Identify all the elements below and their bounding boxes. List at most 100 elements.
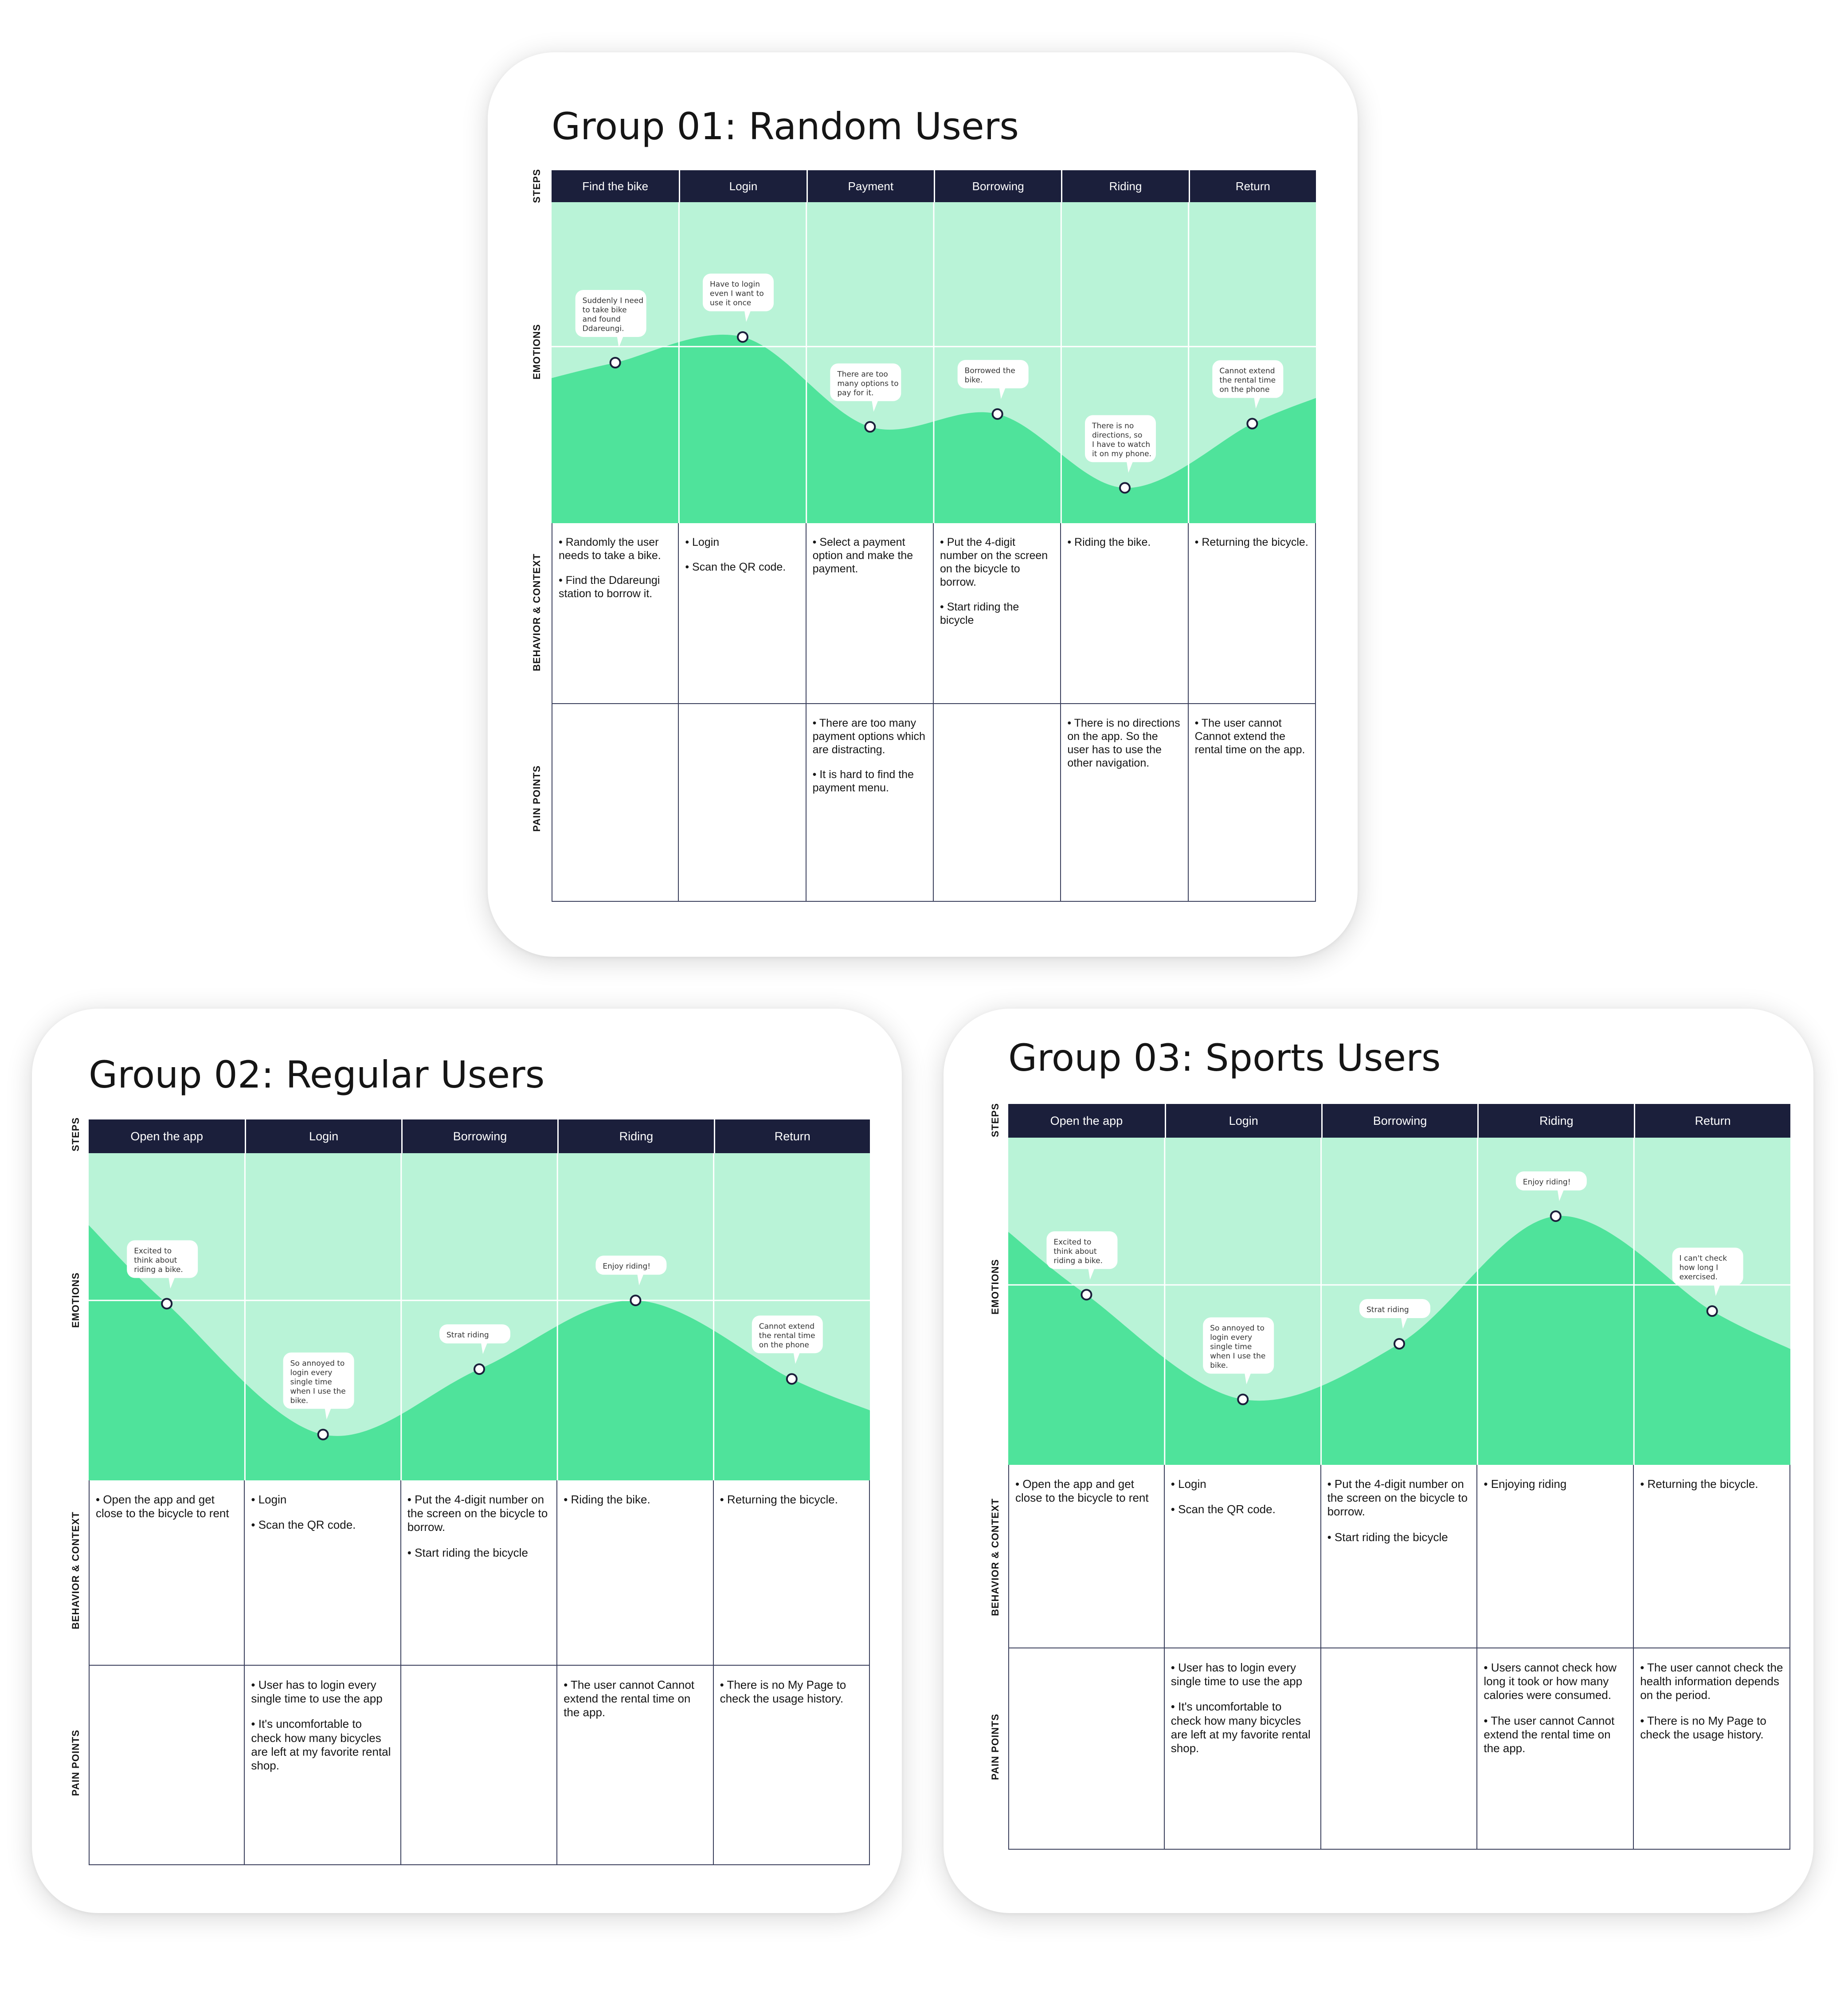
bullet-item: • The user cannot Cannot extend the rent…	[564, 1678, 694, 1719]
row-label-behavior: BEHAVIOR & CONTEXT	[531, 553, 542, 671]
emotion-bubble-text: Borrowed the bike.	[965, 366, 1015, 384]
row-label-steps: STEPS	[531, 168, 542, 203]
steps-header: Open the app Login Borrowing Riding Return	[89, 1119, 870, 1153]
emotion-bubble: So annoyed to login every single time when …	[1203, 1317, 1274, 1385]
pain-point-cell	[1008, 1648, 1165, 1850]
bullet-item: • Enjoying riding	[1484, 1477, 1567, 1491]
emotion-chart: Excited to think about riding a bike. So an…	[1008, 1138, 1790, 1465]
emotion-bubble: Borrowed the bike.	[957, 360, 1029, 399]
pain-point-cell: • There are too many payment options whi…	[806, 704, 934, 902]
bullet-item: • Login	[1171, 1477, 1206, 1491]
bullet-item: • The user cannot Cannot extend the rent…	[1194, 717, 1305, 756]
emotion-bubble: Excited to think about riding a bike.	[127, 1240, 198, 1289]
emotion-bubble-text: There is no directions, so I have to watch…	[1092, 422, 1151, 458]
behavior-cell: • Open the app and get close to the bicy…	[1008, 1465, 1165, 1648]
behavior-cell: • Returning the bicycle.	[1188, 523, 1316, 704]
emotion-point	[1081, 1289, 1092, 1301]
pain-point-cell: • The user cannot Cannot extend the rent…	[557, 1666, 714, 1865]
bullet-item: • Open the app and get close to the bicy…	[96, 1493, 229, 1520]
behavior-cell: • Open the app and get close to the bicy…	[89, 1480, 245, 1666]
bullet-item: • Users cannot check how long it took or…	[1484, 1661, 1617, 1702]
emotion-point	[1119, 482, 1131, 494]
pain-point-cell	[552, 704, 679, 902]
pain-point-cell: • There is no directions on the app. So …	[1061, 704, 1189, 902]
behavior-cell: • Put the 4-digit number on the screen o…	[401, 1480, 558, 1666]
behavior-cell: • Randomly the user needs to take a bike…	[552, 523, 679, 704]
bullet-item: • Login	[251, 1493, 287, 1506]
row-label-pain-points: PAIN POINTS	[70, 1730, 81, 1796]
step-header-cell: Login	[1164, 1104, 1321, 1138]
emotion-bubble: Strat riding	[1359, 1299, 1430, 1329]
emotion-chart: Excited to think about riding a bike. So an…	[89, 1153, 870, 1480]
journey-map: Open the app Login Borrowing Riding Return Ex…	[1008, 1104, 1790, 1850]
emotion-bubble: So annoyed to login every single time when …	[283, 1352, 354, 1420]
bullet-item: • The user cannot check the health infor…	[1640, 1661, 1783, 1702]
emotion-bubble-text: So annoyed to login every single time when …	[290, 1359, 346, 1405]
emotion-bubble-text: So annoyed to login every single time when …	[1210, 1324, 1265, 1370]
behavior-cell: • Select a payment option and make the p…	[806, 523, 934, 704]
bullet-item: • It's uncomfortable to check how many b…	[251, 1717, 391, 1772]
emotion-point	[864, 421, 876, 433]
bullet-item: • Returning the bicycle.	[1640, 1477, 1758, 1491]
step-header-cell: Borrowing	[934, 170, 1061, 202]
journey-map: Open the app Login Borrowing Riding Return Ex…	[89, 1119, 870, 1865]
bullet-item: • Put the 4-digit number on the screen o…	[1327, 1477, 1468, 1518]
emotion-curve	[89, 1225, 870, 1480]
bullet-item: • Returning the bicycle.	[1194, 536, 1308, 548]
behavior-cell: • Login • Scan the QR code.	[1164, 1465, 1321, 1648]
pain-point-cell	[934, 704, 1061, 902]
emotion-point	[317, 1428, 329, 1440]
pain-point-cell	[679, 704, 807, 902]
behavior-cell: • Riding the bike.	[557, 1480, 714, 1666]
emotion-point	[609, 357, 621, 368]
bullet-item: • Start riding the bicycle	[940, 601, 1019, 626]
emotion-chart: Suddenly I need to take bike and found Ddar…	[552, 202, 1316, 523]
bullet-item: • Scan the QR code.	[1171, 1503, 1276, 1516]
step-header-cell: Riding	[1477, 1104, 1634, 1138]
emotion-curve	[1008, 1216, 1790, 1465]
emotion-bubble-text: Suddenly I need to take bike and found Ddar…	[583, 297, 643, 333]
emotion-point	[786, 1373, 798, 1385]
bullet-item: • User has to login every single time to…	[1171, 1661, 1303, 1688]
emotion-bubble-text: Cannot extend the rental time on the phone	[1219, 367, 1276, 394]
bullet-item: • There is no My Page to check the usage…	[1640, 1714, 1766, 1741]
row-label-pain-points: PAIN POINTS	[990, 1714, 1001, 1780]
pain-point-cell: • User has to login every single time to…	[245, 1666, 401, 1865]
emotion-point	[1706, 1305, 1718, 1317]
bullet-item: • Returning the bicycle.	[720, 1493, 838, 1506]
bullet-item: • Select a payment option and make the p…	[812, 536, 913, 575]
emotion-bubble: Enjoy riding!	[595, 1256, 667, 1286]
card-title: Group 03: Sports Users	[1008, 1036, 1441, 1080]
step-header-cell: Return	[713, 1119, 870, 1153]
emotion-bubble-text: Have to login even I want to use it once	[710, 280, 764, 308]
emotion-point	[1237, 1393, 1249, 1405]
behavior-cell: • Returning the bicycle.	[713, 1480, 870, 1666]
emotion-point	[991, 408, 1003, 420]
bullet-item: • Open the app and get close to the bicy…	[1015, 1477, 1149, 1505]
pain-point-cell: • There is no My Page to check the usage…	[713, 1666, 870, 1865]
emotion-bubble: Strat riding	[439, 1324, 510, 1354]
emotion-point	[1394, 1338, 1405, 1350]
behavior-cell: • Login • Scan the QR code.	[245, 1480, 401, 1666]
pain-point-cell: • The user cannot check the health infor…	[1634, 1648, 1790, 1850]
step-header-cell: Return	[1634, 1104, 1790, 1138]
pain-point-cell	[401, 1666, 558, 1865]
emotion-bubble: Excited to think about riding a bike.	[1046, 1231, 1118, 1280]
emotion-bubble: There are too many options to pay for it.	[830, 363, 901, 412]
step-header-cell: Borrowing	[401, 1119, 557, 1153]
emotion-point	[1550, 1210, 1562, 1222]
journey-card-group-02: Group 02: Regular Users STEPS EMOTIONS B…	[32, 1009, 902, 1913]
bullet-item: • Riding the bike.	[1067, 536, 1151, 548]
emotion-bubble: Have to login even I want to use it once	[703, 274, 774, 322]
bullet-item: • Start riding the bicycle	[407, 1546, 528, 1559]
card-title: Group 02: Regular Users	[89, 1053, 545, 1096]
emotion-point	[630, 1295, 642, 1307]
emotion-point	[1246, 418, 1258, 430]
steps-header: Open the app Login Borrowing Riding Return	[1008, 1104, 1790, 1138]
emotion-point	[161, 1298, 173, 1310]
step-header-cell: Find the bike	[582, 179, 649, 193]
emotion-bubble-text: Enjoy riding!	[603, 1262, 650, 1271]
bullet-item: • Start riding the bicycle	[1327, 1530, 1448, 1544]
bullet-item: • Login	[685, 536, 720, 548]
